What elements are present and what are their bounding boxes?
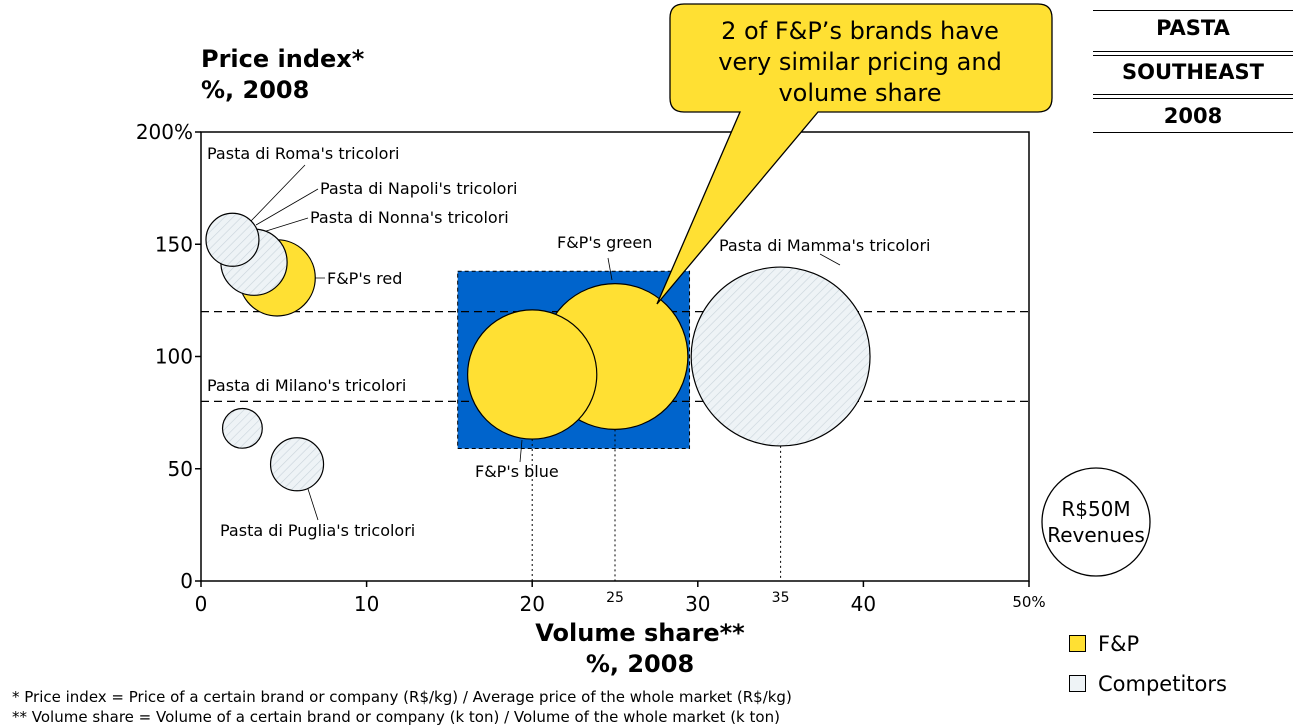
bubble-label: Pasta di Milano's tricolori: [207, 376, 406, 395]
legend-swatch-competitors: [1069, 674, 1086, 692]
tag-year: 2008: [1163, 104, 1223, 128]
y-tick-label: 200%: [136, 120, 193, 144]
revenue-scale-text: R$50M Revenues: [1040, 496, 1152, 548]
x-axis-label: Volume share**: [535, 619, 745, 647]
x-tick-label: 20: [519, 592, 544, 616]
bubble-label: F&P's red: [327, 269, 402, 288]
callout-text: 2 of F&P’s brands have very similar pric…: [684, 16, 1036, 109]
competitor-bubble: [690, 266, 871, 447]
x-axis-title: Volume share** %, 2008: [440, 618, 840, 680]
tag-rule: [1093, 51, 1293, 53]
legend-item-competitors: Competitors: [1069, 671, 1227, 697]
leader-line: [307, 488, 319, 521]
tag-rule: [1093, 10, 1293, 12]
leader-line: [262, 217, 309, 233]
y-tick-label: 50: [168, 457, 193, 481]
bubble-label: F&P's blue: [475, 462, 559, 481]
x-tick-label: 10: [354, 592, 379, 616]
tag-pasta: PASTA: [1156, 16, 1230, 40]
competitor-bubble: [269, 437, 325, 492]
x-tick-label: 30: [685, 592, 710, 616]
callout-line: very similar pricing and: [718, 48, 1002, 76]
y-tick-label: 100: [155, 345, 193, 369]
legend-label: Competitors: [1098, 672, 1227, 696]
x-marker-label: 25: [606, 590, 624, 606]
x-tick-label: 0: [195, 592, 208, 616]
bubble-label: Pasta di Roma's tricolori: [207, 144, 399, 163]
competitor-bubble: [205, 212, 260, 267]
y-axis-title: Price index* %, 2008: [201, 44, 364, 106]
revenue-scale-circle: [1041, 467, 1151, 577]
callout-line: 2 of F&P’s brands have: [721, 17, 999, 45]
callout-bubble: [656, 3, 1053, 305]
legend-label: F&P: [1098, 632, 1140, 656]
competitor-bubble: [221, 407, 263, 449]
fp-bubble: [467, 309, 598, 440]
revenue-amount: R$50M: [1061, 497, 1131, 521]
y-axis-unit: %, 2008: [201, 76, 310, 104]
bubble-label: F&P's green: [557, 233, 652, 252]
bubble-label: Pasta di Puglia's tricolori: [220, 521, 415, 540]
bubble-label: Pasta di Napoli's tricolori: [320, 179, 518, 198]
x-tick-label: 50%: [1012, 593, 1045, 611]
revenue-caption: Revenues: [1047, 523, 1145, 547]
leader-line: [255, 188, 319, 226]
leader-line: [250, 164, 306, 222]
x-tick-label: 40: [851, 592, 876, 616]
y-tick-label: 150: [155, 232, 193, 256]
callout-line: volume share: [778, 79, 942, 107]
leader-line: [607, 257, 613, 281]
bubble-label: Pasta di Nonna's tricolori: [310, 208, 509, 227]
tag-rule: [1093, 94, 1293, 96]
footnote-volume-share: ** Volume share = Volume of a certain br…: [12, 708, 780, 726]
tag-rule: [1093, 132, 1293, 134]
y-tick-label: 0: [180, 569, 193, 593]
leader-line: [819, 253, 841, 266]
tag-southeast: SOUTHEAST: [1122, 60, 1264, 84]
x-axis-unit: %, 2008: [585, 650, 695, 678]
footnote-price-index: * Price index = Price of a certain brand…: [12, 688, 792, 706]
leader-line: [519, 439, 523, 463]
legend-item-fp: F&P: [1069, 631, 1139, 657]
bubble-label: Pasta di Mamma's tricolori: [719, 236, 930, 255]
y-axis-label: Price index*: [201, 45, 365, 73]
legend-swatch-fp: [1069, 634, 1086, 652]
tag-rule: [1093, 55, 1293, 57]
x-marker-label: 35: [772, 590, 790, 606]
tag-rule: [1093, 98, 1293, 100]
